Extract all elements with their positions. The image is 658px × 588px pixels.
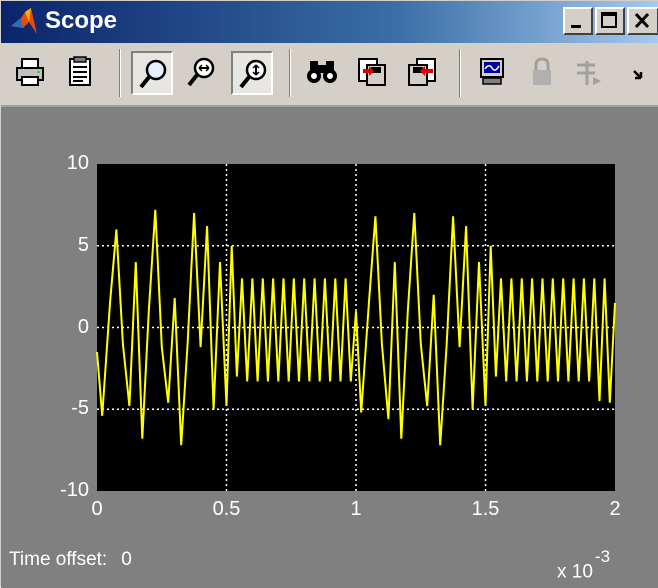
zoom-icon	[139, 59, 167, 89]
zoom-y-axis-button[interactable]	[231, 51, 273, 95]
lock-icon	[533, 57, 551, 85]
parameters-button[interactable]	[59, 51, 101, 95]
maximize-button[interactable]	[595, 7, 625, 35]
zoom-x-axis-button[interactable]	[181, 51, 223, 95]
x-tick-label: 0.5	[212, 498, 241, 520]
floating-scope-icon	[480, 58, 504, 85]
close-button[interactable]	[627, 7, 658, 35]
zoom-x-icon	[187, 57, 215, 87]
autoscale-button[interactable]	[301, 51, 343, 95]
lock-axes-button[interactable]	[521, 51, 563, 95]
printer-icon	[16, 58, 44, 86]
window-title: Scope	[45, 7, 118, 34]
title-bar[interactable]: Scope	[1, 1, 658, 43]
save-axes-settings-button[interactable]	[351, 51, 393, 95]
signal-selector-button[interactable]	[569, 51, 611, 95]
minimize-icon	[571, 25, 581, 28]
restore-axes-settings-button[interactable]	[401, 51, 443, 95]
time-offset-value: 0	[121, 549, 132, 570]
x-tick-label: 0	[91, 498, 103, 520]
toolbar-separator	[459, 49, 461, 97]
zoom-y-icon	[239, 59, 267, 89]
save-axes-icon	[358, 58, 386, 86]
parameters-icon	[69, 56, 91, 86]
x-multiplier-exponent: -3	[594, 547, 611, 566]
minimize-button[interactable]	[563, 7, 593, 35]
signal-trace	[96, 209, 616, 446]
toolbar-separator	[119, 49, 121, 97]
toolbar-separator	[289, 49, 291, 97]
y-tick-label: 0	[77, 315, 89, 338]
more-tools-button[interactable]	[621, 51, 657, 95]
maximize-icon	[601, 12, 617, 28]
y-tick-label: -10	[60, 479, 89, 501]
matlab-logo-icon	[9, 8, 39, 36]
time-offset-label: Time offset:	[9, 549, 108, 570]
signal-selector-icon	[577, 61, 601, 85]
x-tick-label: 2	[609, 498, 621, 520]
x-tick-label: 1.5	[471, 498, 500, 520]
restore-axes-icon	[408, 58, 436, 86]
x-multiplier-base: x 10	[557, 561, 593, 583]
time-offset: Time offset: 0	[9, 549, 132, 571]
scope-plot[interactable]	[1, 107, 658, 588]
zoom-button[interactable]	[131, 51, 173, 95]
close-icon	[634, 12, 650, 29]
y-tick-label: 10	[66, 152, 89, 174]
y-tick-label: 5	[77, 233, 89, 256]
plot-area	[1, 107, 658, 588]
x-axis-multiplier: x 10-3	[557, 547, 610, 583]
y-tick-label: -5	[71, 397, 89, 420]
floating-scope-button[interactable]	[471, 51, 513, 95]
print-button[interactable]	[9, 51, 51, 95]
x-tick-label: 1	[350, 498, 362, 520]
binoculars-icon	[307, 61, 337, 83]
toolbar	[1, 43, 658, 107]
chevron-more-icon	[633, 70, 643, 80]
